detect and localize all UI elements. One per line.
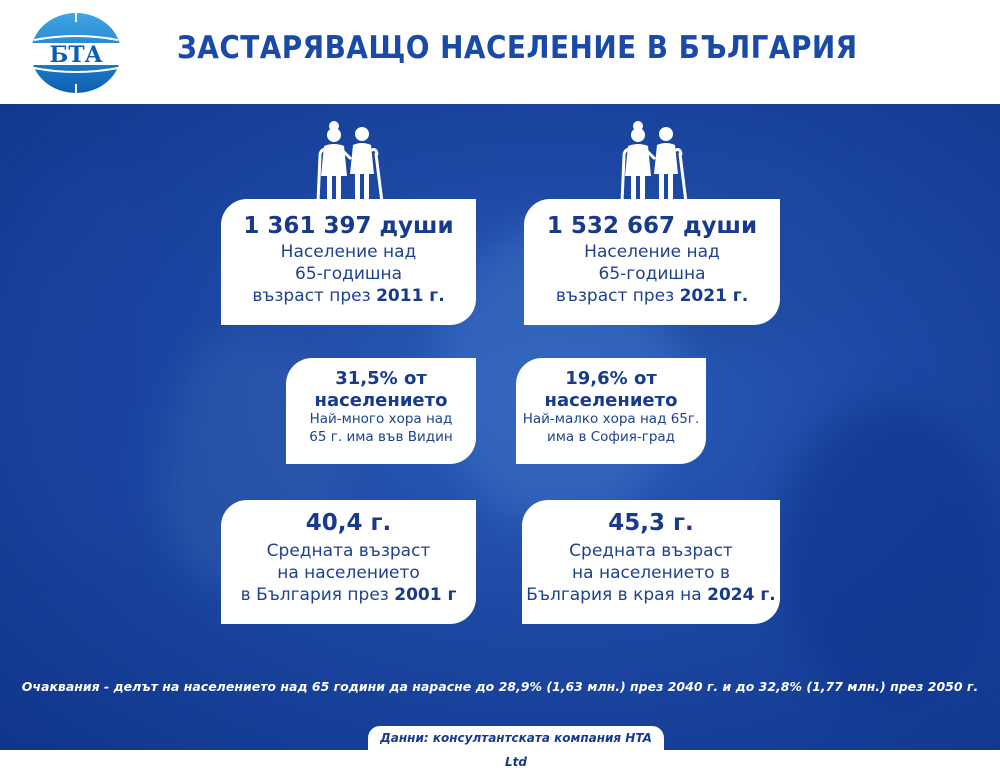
card-line: на населението: [277, 563, 420, 584]
card-line: на населението в: [572, 563, 730, 584]
card-line: има в София-град: [546, 428, 676, 445]
card-line: Средната възраст: [569, 541, 733, 561]
card-line: България в края на 2024 г.: [526, 585, 776, 606]
card-age-2001: 40,4 г. Средната възраст на населението …: [221, 500, 476, 624]
bta-logo: БТА: [29, 11, 123, 95]
card-pop-2011: 1 361 397 души Население над 65-годишна …: [221, 199, 476, 325]
card-line: 65 г. има във Видин: [309, 428, 453, 445]
card-line: 65-годишна: [598, 264, 706, 285]
card-line: Население над: [280, 242, 417, 262]
logo-text: БТА: [49, 42, 102, 68]
card-value: 45,3 г.: [608, 510, 694, 536]
card-value: 1 532 667 души: [546, 213, 758, 239]
card-line: Средната възраст: [266, 541, 431, 561]
card-value: 40,4 г.: [305, 510, 392, 536]
elderly-couple-icon: [316, 121, 384, 204]
card-value: 1 361 397 души: [243, 213, 454, 239]
card-line: Най-много хора над: [309, 411, 453, 428]
card-sofia: 19,6% от населението Най-малко хора над …: [516, 358, 706, 464]
header: БТА ЗАСТАРЯВАЩО НАСЕЛЕНИЕ В БЪЛГАРИЯ: [0, 0, 1000, 104]
card-value: населението: [544, 389, 678, 411]
card-value: 31,5% от: [335, 368, 427, 389]
source-label: Данни: консултантската компания HTA Ltd: [368, 726, 664, 769]
footnote: Очаквания - делът на населението над 65 …: [21, 679, 979, 694]
background-photo: [0, 104, 1000, 750]
card-line: Най-малко хора над 65г.: [522, 411, 700, 428]
card-value: населението: [314, 389, 448, 411]
page-title: ЗАСТАРЯВАЩО НАСЕЛЕНИЕ В БЪЛГАРИЯ: [177, 30, 858, 66]
card-age-2024: 45,3 г. Средната възраст на населението …: [522, 500, 780, 624]
elderly-couple-icon: [620, 121, 688, 204]
card-pop-2021: 1 532 667 души Население над 65-годишна …: [524, 199, 780, 325]
card-line: възраст през 2021 г.: [555, 286, 749, 307]
card-value: 19,6% от: [565, 368, 657, 389]
card-line: в България през 2001 г: [240, 585, 457, 606]
card-line: 65-годишна: [295, 264, 402, 285]
card-vidin: 31,5% от населението Най-много хора над …: [286, 358, 476, 464]
card-line: възраст през 2011 г.: [252, 286, 445, 307]
card-line: Население над: [584, 242, 720, 262]
